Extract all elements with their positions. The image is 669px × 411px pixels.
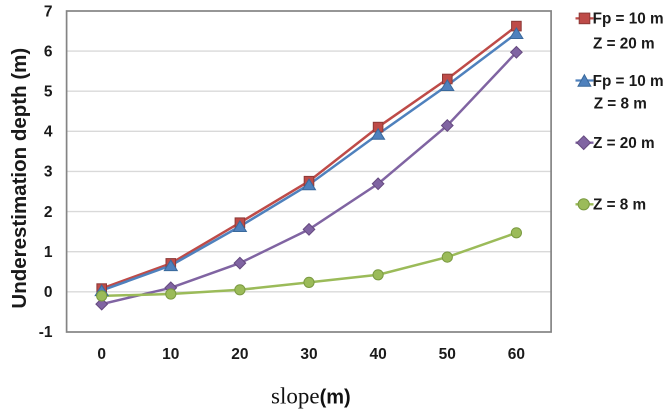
svg-text:5: 5 — [44, 84, 53, 101]
svg-text:3: 3 — [44, 164, 53, 181]
svg-text:6: 6 — [44, 43, 53, 60]
svg-text:4: 4 — [44, 124, 53, 141]
svg-text:Fp = 10 m: Fp = 10 m — [593, 73, 664, 90]
svg-text:Fp = 10 m: Fp = 10 m — [593, 11, 664, 28]
svg-text:Underestimation depth (m): Underestimation depth (m) — [8, 48, 31, 309]
svg-text:20: 20 — [231, 346, 248, 363]
svg-text:7: 7 — [44, 3, 53, 20]
svg-text:1: 1 — [44, 244, 53, 261]
svg-text:Z = 8 m: Z = 8 m — [594, 96, 647, 113]
svg-text:Z = 20 m: Z = 20 m — [593, 135, 655, 152]
svg-text:-1: -1 — [39, 324, 53, 341]
svg-text:50: 50 — [439, 346, 456, 363]
svg-text:slope(m): slope(m) — [271, 384, 351, 409]
svg-text:60: 60 — [508, 346, 525, 363]
svg-text:2: 2 — [44, 204, 53, 221]
svg-text:0: 0 — [97, 346, 106, 363]
svg-text:10: 10 — [162, 346, 179, 363]
svg-text:0: 0 — [44, 284, 53, 301]
svg-text:40: 40 — [369, 346, 386, 363]
svg-text:30: 30 — [300, 346, 317, 363]
svg-text:Z = 8 m: Z = 8 m — [593, 197, 646, 214]
svg-text:Z = 20 m: Z = 20 m — [593, 35, 655, 52]
